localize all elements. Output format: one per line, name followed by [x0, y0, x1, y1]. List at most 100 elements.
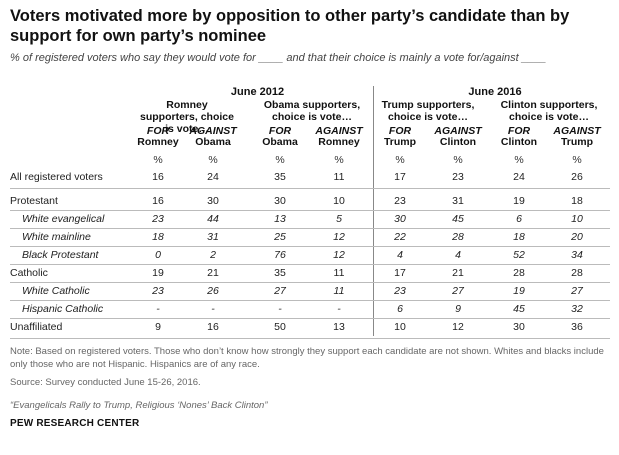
- pct-symbol: %: [395, 154, 405, 166]
- table-row: All registered voters 16 24 35 11 17 23 …: [10, 169, 610, 186]
- table-cell: 4: [397, 249, 403, 261]
- pct-symbol: %: [208, 154, 218, 166]
- table-cell: 2: [210, 249, 216, 261]
- table-cell: 50: [274, 321, 286, 333]
- table-cell: 23: [394, 195, 406, 207]
- table-row: Unaffiliated 9 16 50 13 10 12 30 36: [10, 319, 610, 336]
- table-cell: 44: [207, 213, 219, 225]
- table-cell: 26: [207, 285, 219, 297]
- row-label: White evangelical: [22, 213, 105, 225]
- subtitle: % of registered voters who say they woul…: [10, 52, 547, 64]
- table-cell: 20: [571, 231, 583, 243]
- table-cell: 24: [207, 171, 219, 183]
- row-label: Protestant: [10, 195, 58, 207]
- table-cell: 25: [274, 231, 286, 243]
- table-cell: 21: [452, 267, 464, 279]
- table-cell: 18: [513, 231, 525, 243]
- table-cell: 18: [152, 231, 164, 243]
- table-cell: 45: [513, 303, 525, 315]
- row-divider: [10, 228, 610, 229]
- col-head: AGAINST Trump: [553, 125, 601, 148]
- pct-symbol: %: [453, 154, 463, 166]
- table-cell: 23: [394, 285, 406, 297]
- table-cell: 23: [152, 285, 164, 297]
- col-head: AGAINST Clinton: [434, 125, 482, 148]
- table-cell: 30: [274, 195, 286, 207]
- table-cell: 10: [394, 321, 406, 333]
- table-cell: 16: [152, 195, 164, 207]
- subgroup-obama: Obama supporters, choice is vote…: [263, 99, 361, 123]
- pct-symbol: %: [514, 154, 524, 166]
- col-head: FOR Clinton: [500, 125, 538, 148]
- table-cell: 10: [333, 195, 345, 207]
- row-divider: [10, 318, 610, 319]
- source-line: Source: Survey conducted June 15-26, 201…: [10, 377, 201, 388]
- table-cell: 11: [333, 267, 345, 279]
- pct-symbol: %: [334, 154, 344, 166]
- table-row: White Catholic 23 26 27 11 23 27 19 27: [10, 283, 610, 300]
- table-cell: 4: [455, 249, 461, 261]
- group-label-2012: June 2012: [230, 86, 285, 98]
- table-cell: 30: [394, 213, 406, 225]
- table-cell: 34: [571, 249, 583, 261]
- table-row: White evangelical 23 44 13 5 30 45 6 10: [10, 211, 610, 228]
- table-cell: 23: [152, 213, 164, 225]
- table-cell: 11: [333, 171, 345, 183]
- col-head: FOR Romney: [137, 125, 179, 148]
- subgroup-romney: Romney supporters, choice is vote…: [140, 99, 234, 135]
- row-divider: [10, 264, 610, 265]
- table-cell: 28: [513, 267, 525, 279]
- table-cell: 6: [516, 213, 522, 225]
- table-cell: 19: [513, 285, 525, 297]
- table-cell: 21: [207, 267, 219, 279]
- row-label: White Catholic: [22, 285, 90, 297]
- table-cell: 9: [155, 321, 161, 333]
- table-cell: 16: [152, 171, 164, 183]
- group-label-2016: June 2016: [468, 86, 522, 98]
- col-head: FOR Trump: [383, 125, 417, 148]
- table-cell: 19: [152, 267, 164, 279]
- table-cell: 17: [394, 171, 406, 183]
- table-cell: 12: [333, 249, 345, 261]
- table-cell: 31: [207, 231, 219, 243]
- pct-symbol: %: [153, 154, 163, 166]
- table-cell: 28: [571, 267, 583, 279]
- page-title: Voters motivated more by opposition to o…: [10, 7, 570, 45]
- table-cell: 5: [336, 213, 342, 225]
- table-cell: 27: [274, 285, 286, 297]
- table-cell: 9: [455, 303, 461, 315]
- table-cell: 32: [571, 303, 583, 315]
- col-head: FOR Obama: [262, 125, 298, 148]
- row-label: White mainline: [22, 231, 91, 243]
- row-label: Black Protestant: [22, 249, 99, 261]
- table-cell: 31: [452, 195, 464, 207]
- table-cell: 12: [333, 231, 345, 243]
- table-cell: 13: [274, 213, 286, 225]
- table-row: White mainline 18 31 25 12 22 28 18 20: [10, 229, 610, 246]
- table-cell: 27: [452, 285, 464, 297]
- table-cell: 18: [571, 195, 583, 207]
- table-cell: 10: [571, 213, 583, 225]
- table-cell: 12: [452, 321, 464, 333]
- table-cell: 26: [571, 171, 583, 183]
- table-cell: 11: [333, 285, 345, 297]
- table-cell: 23: [452, 171, 464, 183]
- table-cell: 76: [274, 249, 286, 261]
- table-cell: -: [337, 303, 341, 315]
- pct-symbol: %: [572, 154, 582, 166]
- table-cell: 28: [452, 231, 464, 243]
- table-cell: 30: [513, 321, 525, 333]
- table-cell: 17: [394, 267, 406, 279]
- table-cell: 24: [513, 171, 525, 183]
- table-cell: 30: [207, 195, 219, 207]
- table-cell: 27: [571, 285, 583, 297]
- year-separator: [373, 86, 374, 336]
- subgroup-clinton: Clinton supporters, choice is vote…: [500, 99, 598, 123]
- table-cell: 45: [452, 213, 464, 225]
- table-cell: 16: [207, 321, 219, 333]
- report-title: “Evangelicals Rally to Trump, Religious …: [10, 400, 268, 411]
- row-divider: [10, 282, 610, 283]
- table-cell: 35: [274, 171, 286, 183]
- table-row: Protestant 16 30 30 10 23 31 19 18: [10, 193, 610, 210]
- table-cell: 6: [397, 303, 403, 315]
